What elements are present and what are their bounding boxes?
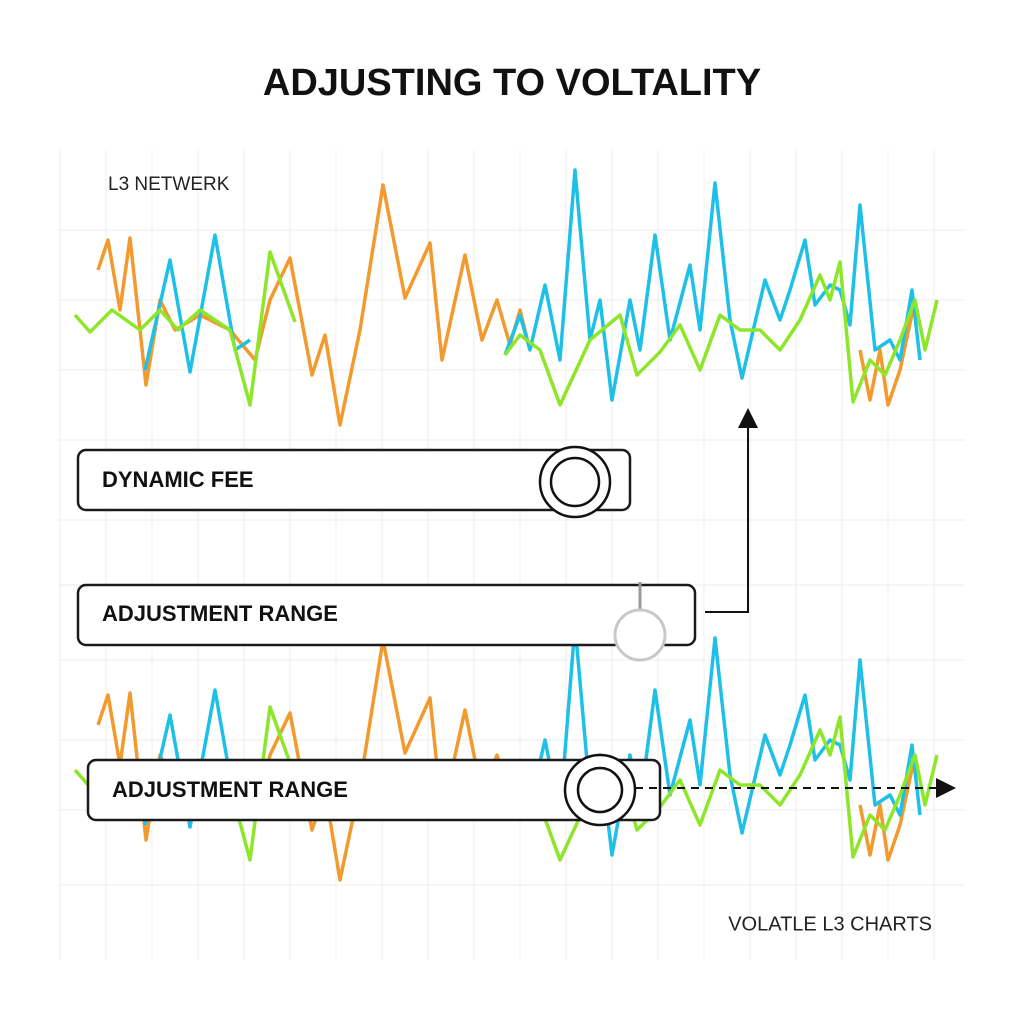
grid — [58, 150, 965, 960]
control-box — [86, 758, 662, 822]
control-box — [76, 583, 697, 647]
top-lines — [73, 168, 939, 427]
control-label: DYNAMIC FEE — [102, 467, 254, 492]
title: ADJUSTING TO VOLTALITY — [263, 62, 761, 104]
bottom-label: VOLATLE L3 CHARTS — [728, 913, 932, 935]
knob-inner — [576, 766, 624, 814]
top-label: L3 NETWERK — [108, 174, 230, 195]
bottom-lines — [73, 623, 939, 882]
control-label: ADJUSTMENT RANGE — [102, 601, 338, 626]
control-label: ADJUSTMENT RANGE — [112, 777, 348, 802]
control-box — [76, 448, 632, 512]
knob[interactable] — [613, 608, 667, 662]
knob-inner — [549, 456, 601, 508]
connector-arrow — [705, 408, 758, 613]
